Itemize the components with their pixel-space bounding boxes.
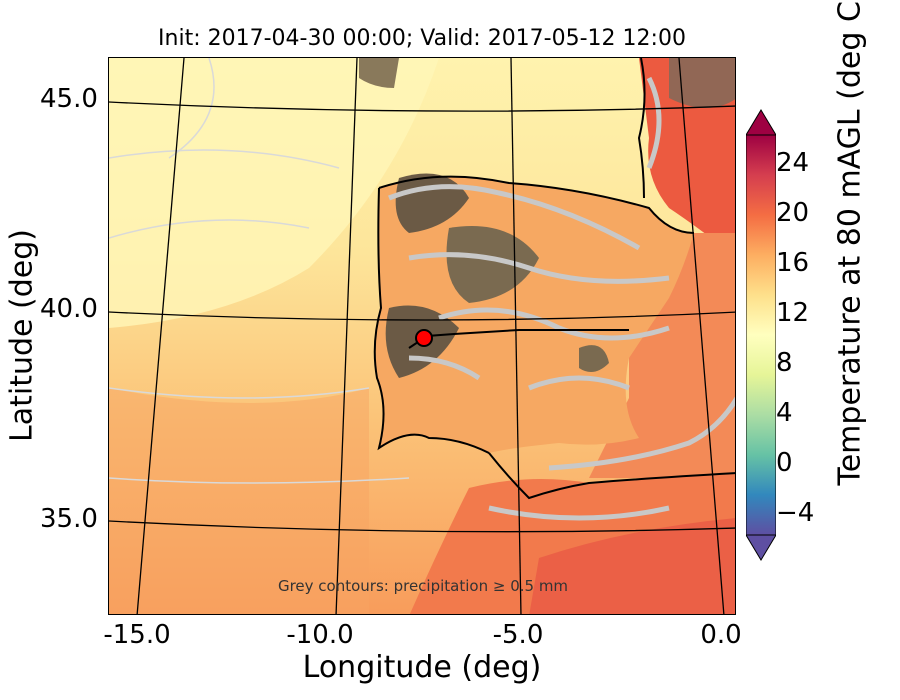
x-tick-label: 0.0 [700, 620, 742, 650]
cool-sea-region [109, 58, 439, 328]
terrain-patch [359, 58, 399, 88]
colorbar-max-extension [746, 109, 776, 136]
colorbar-tick-label: 4 [776, 398, 793, 428]
plot-title: Init: 2017-04-30 00:00; Valid: 2017-05-1… [158, 26, 686, 51]
map-plot-area[interactable]: Grey contours: precipitation ≥ 0.5 mm [108, 57, 736, 615]
warm-sea-region [109, 388, 369, 614]
colorbar-label: Temperature at 80 mAGL (deg C) [832, 0, 868, 486]
colorbar-tick-label: 20 [776, 198, 810, 228]
y-tick-label: 35.0 [40, 504, 98, 534]
colorbar-gradient [746, 134, 776, 536]
x-tick-label: -15.0 [103, 620, 171, 650]
colorbar-tick-label: 8 [776, 348, 793, 378]
precipitation-contours [388, 76, 735, 521]
precipitation-note: Grey contours: precipitation ≥ 0.5 mm [277, 577, 569, 595]
location-marker[interactable] [415, 329, 433, 347]
colorbar-tick-label: −4 [776, 498, 815, 528]
sea-isotherms [109, 58, 410, 484]
x-tick-label: -10.0 [286, 620, 354, 650]
terrain-patch [579, 345, 609, 372]
terrain-patch [446, 226, 539, 303]
y-tick-label: 45.0 [40, 84, 98, 114]
north-africa-hot-region [529, 518, 735, 614]
colorbar-tick-label: 0 [776, 448, 793, 478]
latlon-graticule [109, 58, 735, 614]
colorbar-tick-label: 24 [776, 148, 810, 178]
y-tick-label: 40.0 [40, 294, 98, 324]
x-tick-label: -5.0 [492, 620, 544, 650]
y-axis-label: Latitude (deg) [4, 229, 40, 442]
colorbar-min-extension [746, 534, 776, 561]
colorbar-tick-label: 16 [776, 248, 810, 278]
colorbar-tick-label: 12 [776, 298, 810, 328]
x-axis-label: Longitude (deg) [302, 650, 542, 685]
alps-region [669, 58, 735, 108]
temperature-map [109, 58, 735, 614]
colorbar [746, 109, 776, 561]
coastlines [373, 58, 735, 500]
